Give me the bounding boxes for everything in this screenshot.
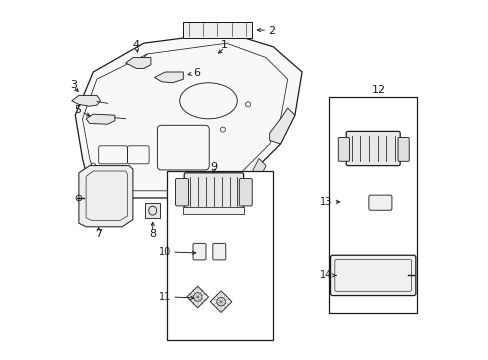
Polygon shape (183, 22, 251, 38)
Text: 7: 7 (95, 229, 102, 239)
Bar (328, 97, 416, 313)
Text: 6: 6 (193, 68, 200, 78)
FancyBboxPatch shape (239, 179, 252, 206)
Polygon shape (86, 114, 115, 124)
FancyBboxPatch shape (338, 138, 349, 161)
Polygon shape (125, 58, 151, 68)
FancyBboxPatch shape (368, 195, 391, 210)
FancyBboxPatch shape (193, 243, 205, 260)
Bar (167, 171, 273, 340)
Text: 5: 5 (74, 105, 81, 115)
FancyBboxPatch shape (175, 179, 188, 206)
Polygon shape (186, 286, 208, 308)
Polygon shape (75, 32, 302, 198)
Text: 10: 10 (159, 247, 171, 257)
FancyBboxPatch shape (183, 207, 244, 214)
Text: 4: 4 (133, 40, 140, 50)
FancyBboxPatch shape (346, 131, 399, 166)
FancyBboxPatch shape (184, 173, 243, 211)
Polygon shape (210, 291, 231, 312)
Text: 11: 11 (159, 292, 171, 302)
Text: 12: 12 (371, 85, 385, 95)
Text: 1: 1 (221, 40, 228, 50)
Text: 14: 14 (320, 270, 332, 280)
Polygon shape (154, 72, 183, 83)
Polygon shape (269, 108, 294, 144)
Text: 9: 9 (210, 162, 217, 172)
Text: 8: 8 (149, 229, 156, 239)
FancyBboxPatch shape (397, 138, 408, 161)
Text: 2: 2 (267, 26, 274, 36)
Text: 3: 3 (70, 80, 77, 90)
Polygon shape (72, 95, 101, 106)
FancyBboxPatch shape (330, 255, 415, 296)
Text: 13: 13 (320, 197, 332, 207)
FancyBboxPatch shape (212, 243, 225, 260)
Polygon shape (79, 166, 133, 227)
Polygon shape (145, 203, 160, 218)
Polygon shape (251, 158, 265, 180)
